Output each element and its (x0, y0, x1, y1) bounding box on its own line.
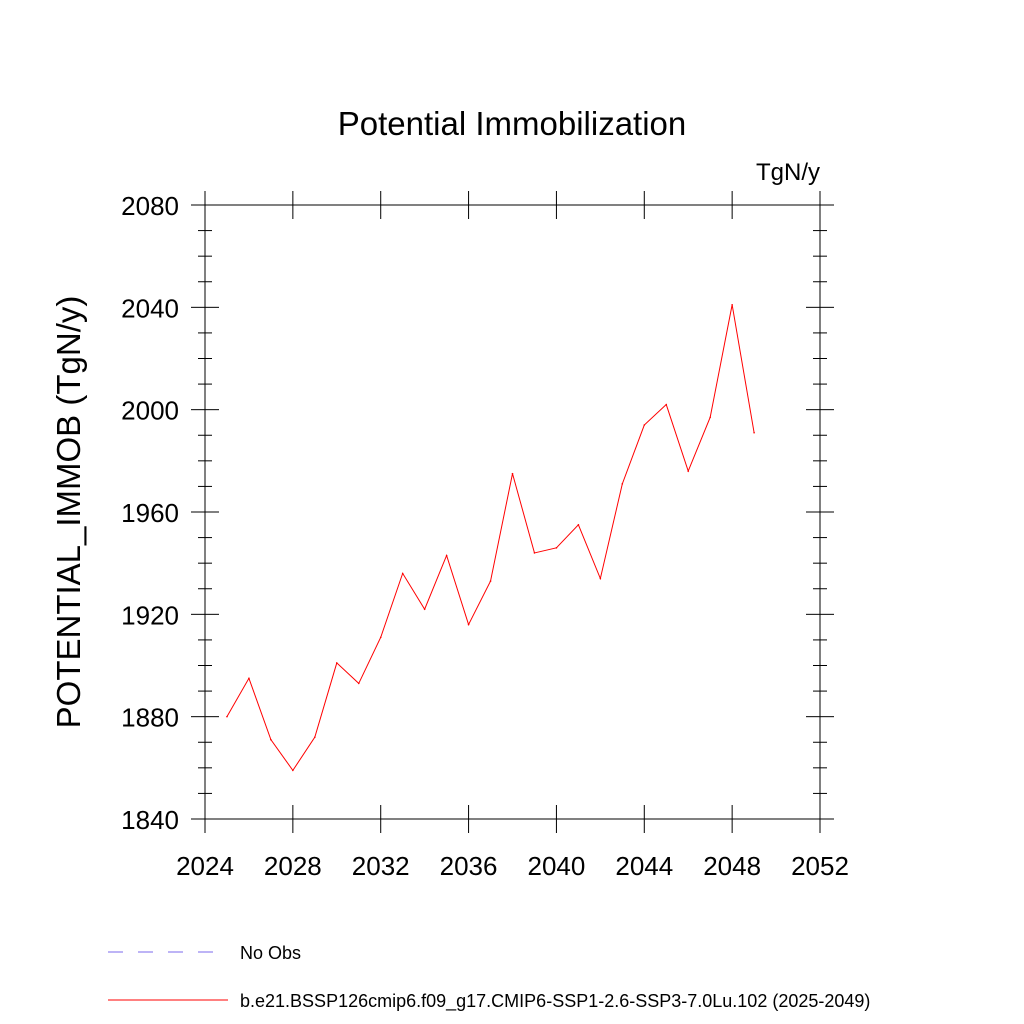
y-tick-label: 1920 (121, 600, 179, 630)
data-point (687, 470, 690, 472)
data-point (379, 636, 382, 639)
data-point (357, 682, 360, 685)
data-point (226, 715, 228, 718)
x-tick-label: 2028 (264, 851, 322, 881)
x-tick-label: 2040 (528, 851, 586, 881)
data-point (292, 769, 294, 772)
legend-label: b.e21.BSSP126cmip6.f09_g17.CMIP6-SSP1-2.… (240, 991, 870, 1012)
tick-labels: 2024 2028 2032 2036 2040 2044 2048 2052 1840 1880… (121, 191, 849, 881)
legend-label: No Obs (240, 943, 301, 963)
data-point (270, 738, 272, 741)
axis-ticks (191, 191, 834, 833)
y-axis-label: POTENTIAL_IMMOB (TgN/y) (50, 296, 87, 729)
data-point (511, 472, 514, 475)
data-point (401, 572, 404, 575)
data-point (335, 662, 338, 664)
data-point (599, 577, 602, 580)
y-tick-label: 1880 (121, 703, 179, 733)
data-point (753, 431, 755, 434)
data-point (445, 554, 448, 557)
series-line (226, 304, 755, 772)
data-point (248, 677, 250, 680)
data-point (489, 580, 492, 582)
data-point (665, 403, 668, 406)
data-point (643, 424, 646, 426)
data-point (533, 552, 536, 554)
series-group (226, 303, 755, 772)
data-point (467, 623, 470, 626)
data-point (731, 303, 733, 306)
y-tick-label: 2080 (121, 191, 179, 221)
data-point (621, 483, 624, 485)
y-tick-label: 2000 (121, 396, 179, 426)
plot-frame (204, 204, 821, 820)
x-tick-label: 2032 (352, 851, 410, 881)
x-tick-label: 2044 (615, 851, 673, 881)
x-tick-label: 2052 (791, 851, 849, 881)
y-tick-label: 2040 (121, 293, 179, 323)
legend: No Obs b.e21.BSSP126cmip6.f09_g17.CMIP6-S… (108, 943, 870, 1012)
data-point (314, 736, 316, 738)
y-tick-label: 1960 (121, 498, 179, 528)
data-point (709, 416, 711, 419)
data-point (555, 547, 558, 549)
data-point (577, 523, 580, 526)
units-label: TgN/y (756, 159, 820, 186)
chart-title: Potential Immobilization (338, 105, 687, 142)
x-tick-label: 2036 (440, 851, 498, 881)
x-tick-label: 2024 (176, 851, 234, 881)
y-tick-label: 1840 (121, 805, 179, 835)
data-point (423, 608, 426, 611)
x-tick-label: 2048 (703, 851, 761, 881)
